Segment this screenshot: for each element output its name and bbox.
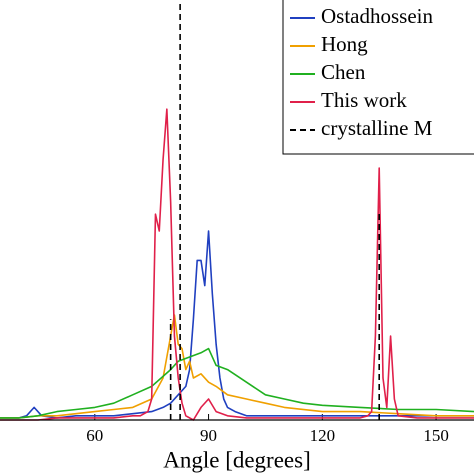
legend-label: Chen xyxy=(321,60,366,84)
data-line xyxy=(0,347,474,419)
legend-label: Ostadhossein xyxy=(321,4,433,28)
legend-label: crystalline M xyxy=(321,116,433,140)
x-tick-label: 120 xyxy=(310,426,336,445)
data-line xyxy=(0,230,474,419)
x-tick-label: 60 xyxy=(86,426,103,445)
x-tick-label: 90 xyxy=(200,426,217,445)
x-axis-label: Angle [degrees] xyxy=(163,447,311,472)
data-line xyxy=(0,108,474,421)
data-line xyxy=(0,314,474,419)
x-tick-label: 150 xyxy=(423,426,449,445)
legend-label: Hong xyxy=(321,32,368,56)
legend-label: This work xyxy=(321,88,407,112)
legend-box xyxy=(282,0,474,155)
